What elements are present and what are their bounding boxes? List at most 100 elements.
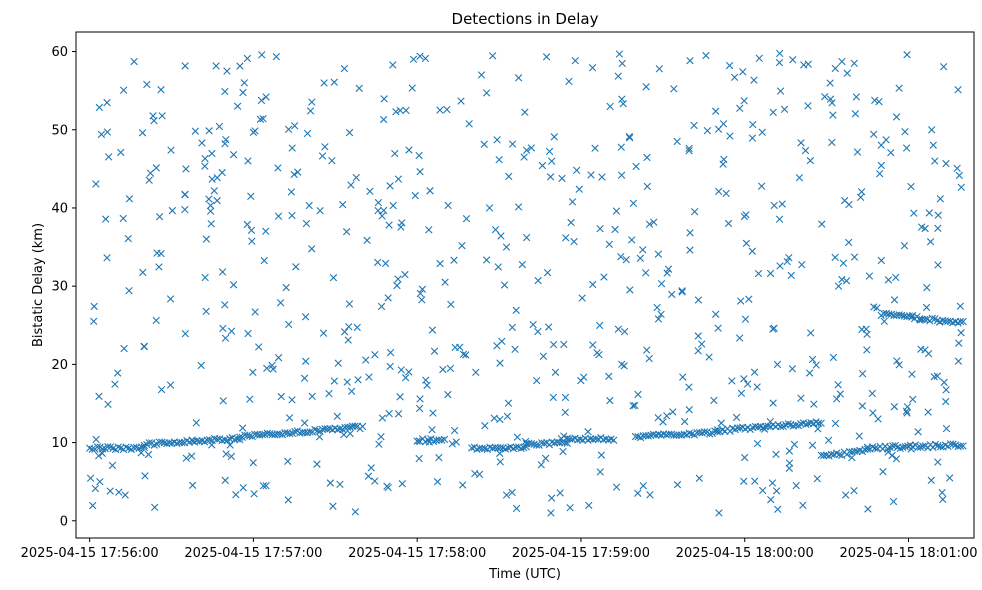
detection-point	[444, 390, 452, 399]
detection-point	[448, 440, 456, 448]
detection-point	[748, 247, 756, 255]
detection-point	[801, 146, 810, 155]
detection-point	[301, 313, 310, 321]
detection-point	[272, 53, 281, 61]
detection-point	[690, 121, 698, 130]
detection-point	[842, 277, 851, 285]
detection-point	[472, 368, 480, 377]
detection-point	[290, 122, 299, 130]
detection-point	[458, 241, 466, 250]
detection-point	[923, 284, 931, 292]
detection-point	[877, 161, 886, 170]
detection-point	[488, 52, 497, 60]
detection-point	[347, 387, 356, 396]
detection-point	[698, 340, 706, 348]
detection-point	[429, 409, 437, 417]
detection-point	[743, 380, 752, 388]
detection-point	[246, 432, 254, 440]
x-tick-label: 2025-04-15 18:00:00	[676, 546, 814, 561]
detection-point	[877, 256, 886, 265]
detection-point	[441, 278, 449, 286]
detection-point	[636, 254, 645, 262]
detection-point	[921, 224, 929, 233]
detection-point	[435, 453, 443, 462]
detection-point	[805, 369, 814, 377]
detection-point	[868, 389, 876, 398]
detection-point	[504, 399, 513, 407]
detection-point	[502, 491, 511, 499]
detection-point	[767, 495, 775, 504]
detection-point	[301, 357, 310, 365]
detection-point	[276, 299, 285, 307]
detection-point	[292, 263, 300, 271]
detection-point	[262, 482, 270, 490]
detection-point	[606, 102, 614, 111]
detection-point	[750, 368, 759, 376]
detection-point	[679, 373, 687, 381]
detection-point	[843, 69, 851, 77]
detection-point	[919, 442, 927, 450]
detection-point	[98, 445, 107, 453]
detection-point	[617, 143, 625, 151]
detection-point	[922, 303, 931, 312]
detection-point	[103, 128, 112, 136]
detection-point	[634, 390, 642, 399]
detection-point	[725, 61, 734, 70]
detection-point	[411, 191, 419, 200]
detection-point	[629, 402, 637, 410]
detection-point	[668, 290, 676, 299]
detection-point	[741, 315, 750, 323]
detection-point	[736, 104, 744, 112]
detection-point	[208, 149, 216, 158]
detection-point	[436, 259, 444, 268]
detection-point	[433, 478, 442, 486]
detection-point	[663, 412, 671, 420]
detection-point	[903, 403, 912, 411]
detection-point	[365, 373, 373, 381]
detection-point	[804, 102, 812, 110]
detection-point	[481, 422, 489, 430]
detection-point	[631, 401, 639, 410]
detection-point	[740, 477, 748, 485]
detection-point	[596, 468, 604, 476]
detection-point	[769, 325, 777, 333]
detection-point	[263, 364, 271, 373]
detection-point	[896, 444, 904, 453]
detection-point	[646, 491, 654, 499]
detection-point	[333, 412, 342, 421]
detection-point	[201, 162, 209, 170]
detection-point	[818, 220, 826, 228]
detection-point	[371, 350, 379, 359]
detection-point	[416, 52, 424, 60]
detection-point	[694, 332, 702, 340]
detection-point	[392, 108, 400, 116]
detection-point	[890, 402, 899, 411]
detection-point	[284, 496, 292, 504]
detection-point	[611, 225, 619, 234]
detection-point	[614, 72, 622, 80]
detection-point	[597, 451, 606, 459]
detection-point	[205, 127, 213, 135]
detection-point	[776, 262, 784, 270]
detection-point	[910, 209, 918, 217]
detection-point	[518, 260, 526, 269]
detection-point	[520, 443, 528, 452]
detection-point	[798, 261, 806, 269]
detection-point	[865, 272, 874, 280]
detection-point	[152, 164, 160, 172]
detection-point	[146, 169, 155, 177]
detection-point	[259, 114, 267, 123]
detection-point	[182, 454, 190, 462]
detection-point	[869, 409, 877, 417]
detection-point	[111, 380, 119, 388]
scatter-marks	[85, 49, 967, 517]
detection-point	[394, 410, 403, 418]
detection-point	[851, 110, 860, 118]
detection-point	[880, 317, 888, 326]
detection-point	[924, 350, 933, 358]
detection-point	[514, 74, 523, 82]
detection-point	[300, 374, 309, 382]
detection-point	[534, 327, 542, 336]
detection-point	[956, 302, 965, 310]
detection-point	[643, 153, 651, 162]
